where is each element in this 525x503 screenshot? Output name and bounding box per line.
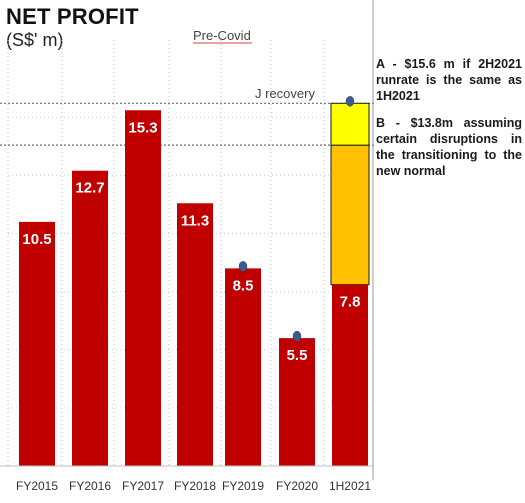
- chart-title: NET PROFIT: [6, 4, 139, 29]
- data-label-fy2016: 12.7: [75, 180, 104, 197]
- projection-segment-a: [330, 102, 370, 146]
- projection-segment-b: [330, 144, 370, 286]
- bar-fy2015: [19, 221, 55, 466]
- x-tick-fy2017: FY2017: [122, 479, 164, 493]
- reference-label-j-recovery: J recovery: [255, 86, 315, 101]
- bar-fy2018: [177, 203, 213, 466]
- bar-fy2020: [279, 338, 315, 466]
- x-tick-fy2019: FY2019: [222, 479, 264, 493]
- data-label-fy2019: 8.5: [233, 277, 254, 294]
- bar-fy2017: [125, 110, 161, 467]
- data-label-1h2021: 7.8: [340, 294, 361, 311]
- x-tick-fy2015: FY2015: [16, 479, 58, 493]
- data-label-fy2020: 5.5: [287, 347, 308, 364]
- x-tick-fy2016: FY2016: [69, 479, 111, 493]
- marker-fy2020: [292, 330, 302, 342]
- bar-1h2021: [332, 284, 368, 466]
- x-tick-fy2020: FY2020: [276, 479, 318, 493]
- chart-unit-label: (S$' m): [6, 30, 64, 50]
- marker-1h2021: [345, 96, 355, 107]
- reference-label-pre-covid: Pre-Covid: [193, 28, 251, 43]
- data-label-fy2017: 15.3: [128, 119, 157, 136]
- marker-fy2019: [238, 261, 248, 272]
- data-label-fy2015: 10.5: [22, 231, 51, 248]
- note-a: A - $15.6 m if 2H2021 runrate is the sam…: [376, 57, 522, 103]
- note-b: B - $13.8m assuming certain disruptions …: [376, 116, 522, 178]
- data-label-fy2018: 11.3: [181, 212, 209, 229]
- x-tick-1h2021: 1H2021: [329, 479, 371, 493]
- bar-fy2019: [225, 268, 261, 466]
- bar-fy2016: [72, 170, 108, 466]
- x-tick-fy2018: FY2018: [174, 479, 216, 493]
